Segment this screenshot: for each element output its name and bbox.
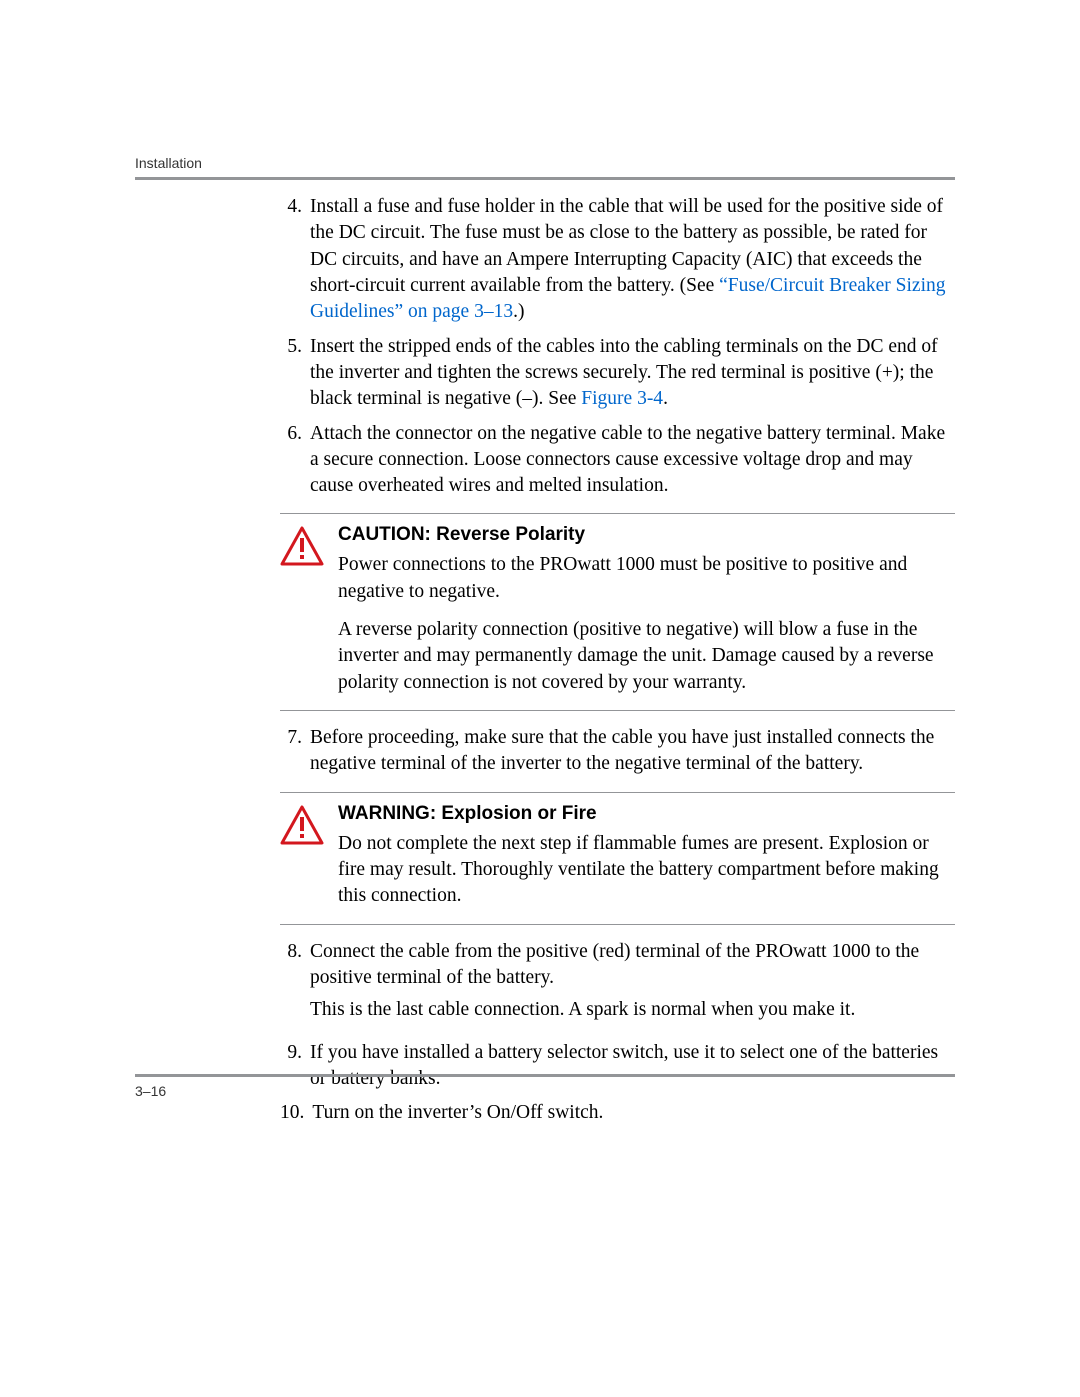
caution-callout: CAUTION: Reverse Polarity Power connecti… <box>280 513 955 711</box>
page: Installation 4. Install a fuse and fuse … <box>0 0 1080 1397</box>
step-number: 8. <box>280 939 310 1032</box>
callout-text: CAUTION: Reverse Polarity Power connecti… <box>338 524 955 698</box>
callout-text: WARNING: Explosion or Fire Do not comple… <box>338 803 955 912</box>
callout-rule-bottom <box>280 924 955 925</box>
section-header: Installation <box>135 155 955 171</box>
callout-para: A reverse polarity connection (positive … <box>338 617 955 696</box>
step-number: 4. <box>280 194 310 326</box>
warning-icon <box>280 803 338 912</box>
step-number: 5. <box>280 334 310 413</box>
step-text: Connect the cable from the positive (red… <box>310 939 955 1032</box>
text-run: .) <box>513 301 524 322</box>
step-list: 4. Install a fuse and fuse holder in the… <box>280 194 955 499</box>
step-5: 5. Insert the stripped ends of the cable… <box>280 334 955 413</box>
text-run: . <box>663 388 668 409</box>
page-number: 3–16 <box>135 1083 955 1099</box>
header-rule <box>135 177 955 180</box>
step-text: Attach the connector on the negative cab… <box>310 421 955 500</box>
callout-para: Do not complete the next step if flammab… <box>338 831 955 910</box>
step-10: 10. Turn on the inverter’s On/Off switch… <box>280 1100 955 1126</box>
warning-callout: WARNING: Explosion or Fire Do not comple… <box>280 792 955 925</box>
caution-icon <box>280 524 338 698</box>
callout-title: CAUTION: Reverse Polarity <box>338 524 955 546</box>
text-run: Connect the cable from the positive (red… <box>310 941 919 988</box>
step-6: 6. Attach the connector on the negative … <box>280 421 955 500</box>
step-text: Insert the stripped ends of the cables i… <box>310 334 955 413</box>
step-text: Install a fuse and fuse holder in the ca… <box>310 194 955 326</box>
content-column: 4. Install a fuse and fuse holder in the… <box>135 194 955 1126</box>
callout-rule-bottom <box>280 710 955 711</box>
step-number: 10. <box>280 1100 312 1126</box>
callout-title: WARNING: Explosion or Fire <box>338 803 955 825</box>
footer-rule <box>135 1074 955 1077</box>
step-extra: This is the last cable connection. A spa… <box>310 997 955 1023</box>
step-7: 7. Before proceeding, make sure that the… <box>280 725 955 778</box>
xref-figure-3-4[interactable]: Figure 3-4 <box>581 388 663 409</box>
callout-body: CAUTION: Reverse Polarity Power connecti… <box>280 514 955 710</box>
footer: 3–16 <box>135 1074 955 1099</box>
step-list: 7. Before proceeding, make sure that the… <box>280 725 955 778</box>
callout-para: Power connections to the PROwatt 1000 mu… <box>338 552 955 605</box>
step-number: 7. <box>280 725 310 778</box>
step-4: 4. Install a fuse and fuse holder in the… <box>280 194 955 326</box>
callout-body: WARNING: Explosion or Fire Do not comple… <box>280 793 955 924</box>
step-text: Before proceeding, make sure that the ca… <box>310 725 955 778</box>
step-number: 6. <box>280 421 310 500</box>
step-8: 8. Connect the cable from the positive (… <box>280 939 955 1032</box>
step-text: Turn on the inverter’s On/Off switch. <box>312 1100 955 1126</box>
